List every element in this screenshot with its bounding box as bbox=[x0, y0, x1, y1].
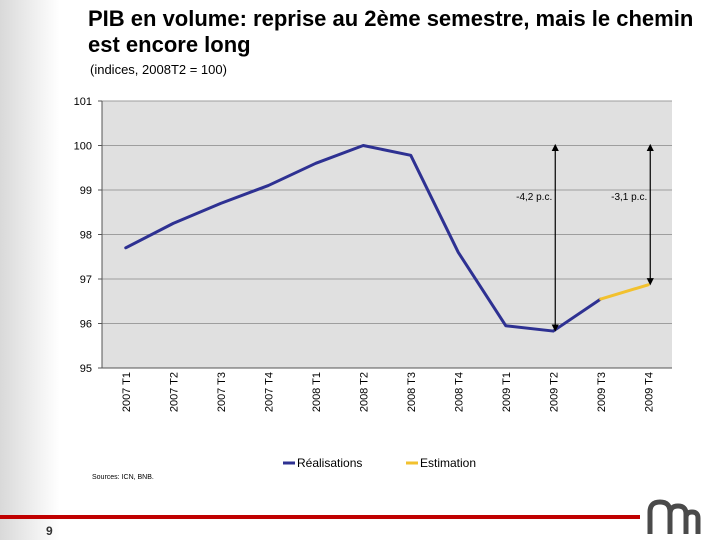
x-tick-label: 2007 T1 bbox=[121, 372, 133, 412]
x-tick-label: 2008 T2 bbox=[358, 372, 370, 412]
legend-label-estimation: Estimation bbox=[420, 456, 476, 470]
x-tick-label: 2007 T3 bbox=[216, 372, 228, 412]
x-tick-label: 2009 T1 bbox=[501, 372, 513, 412]
y-tick-label: 95 bbox=[80, 363, 92, 375]
sources-note: Sources: ICN, BNB. bbox=[92, 474, 154, 481]
y-tick-label: 101 bbox=[74, 96, 92, 108]
change-annotation-label: -3,1 p.c. bbox=[611, 192, 647, 203]
series-line-estimation bbox=[599, 283, 650, 301]
y-tick-label: 97 bbox=[80, 274, 92, 286]
x-tick-label: 2007 T4 bbox=[263, 372, 275, 412]
legend-label-realisations: Réalisations bbox=[297, 456, 362, 470]
y-tick-label: 98 bbox=[80, 230, 92, 242]
x-tick-label: 2008 T4 bbox=[453, 372, 465, 412]
change-annotation-label: -4,2 p.c. bbox=[516, 192, 552, 203]
y-tick-label: 99 bbox=[80, 185, 92, 197]
x-tick-label: 2009 T4 bbox=[643, 372, 655, 412]
nbb-logo-icon bbox=[647, 499, 701, 534]
bottom-accent-bar bbox=[0, 515, 640, 519]
page-title: PIB en volume: reprise au 2ème semestre,… bbox=[88, 6, 694, 57]
x-tick-label: 2007 T2 bbox=[168, 372, 180, 412]
y-tick-label: 96 bbox=[80, 319, 92, 331]
page-number: 9 bbox=[46, 524, 53, 538]
x-tick-label: 2009 T3 bbox=[596, 372, 608, 412]
chart-subtitle: (indices, 2008T2 = 100) bbox=[90, 62, 227, 77]
x-tick-label: 2008 T3 bbox=[406, 372, 418, 412]
series-line-realisations bbox=[124, 144, 603, 333]
y-tick-label: 100 bbox=[74, 141, 92, 153]
x-tick-label: 2008 T1 bbox=[311, 372, 323, 412]
left-decorative-band bbox=[0, 0, 60, 540]
x-tick-label: 2009 T2 bbox=[548, 372, 560, 412]
